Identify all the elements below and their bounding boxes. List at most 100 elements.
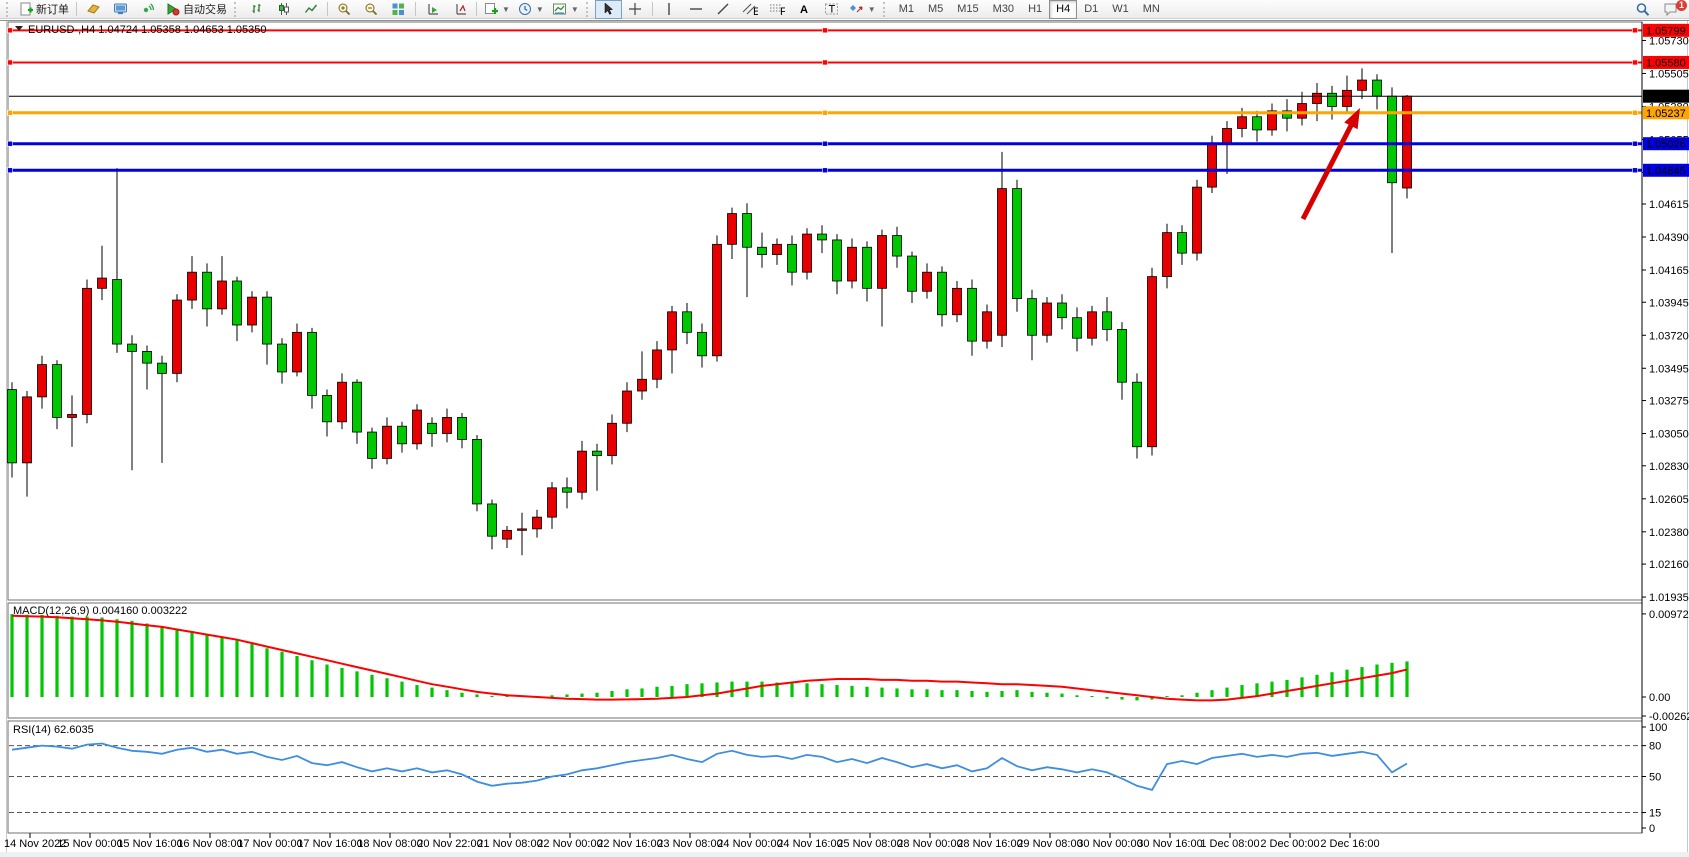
trend-arrow-annotation[interactable] <box>1300 108 1360 221</box>
svg-text:EURUSD-,H4 1.04724 1.05358 1.: EURUSD-,H4 1.04724 1.05358 1.04653 1.053… <box>28 24 267 36</box>
history-button[interactable] <box>80 0 107 19</box>
svg-text:1.02380: 1.02380 <box>1649 527 1689 539</box>
text-label-button[interactable]: T <box>818 0 845 19</box>
dropdown-caret-icon: ▼ <box>502 4 510 14</box>
add-indicator-button[interactable]: ▼ <box>480 0 514 19</box>
line-chart-button[interactable] <box>297 0 324 19</box>
panel-frames <box>7 21 1643 834</box>
zoom-in-button[interactable] <box>331 0 358 19</box>
timeframe-button-M1[interactable]: M1 <box>898 3 914 15</box>
price-badge-1.05580 <box>1643 55 1689 69</box>
rsi-line <box>11 742 1408 791</box>
svg-text:1.05799: 1.05799 <box>1646 25 1686 37</box>
svg-text:RSI(14) 62.6035: RSI(14) 62.6035 <box>13 724 94 736</box>
svg-text:100: 100 <box>1649 722 1667 734</box>
shapes-button[interactable]: ▼ <box>845 0 880 19</box>
crosshair-button[interactable] <box>622 0 649 19</box>
toolbar-grip <box>882 1 889 17</box>
svg-text:17 Nov 00:00: 17 Nov 00:00 <box>237 838 302 850</box>
svg-text:0.00: 0.00 <box>1649 692 1670 704</box>
price-badge-1.05026 <box>1643 137 1689 151</box>
period-clock-button[interactable]: ▼ <box>514 0 548 19</box>
arrange-cascade-button[interactable] <box>446 0 473 19</box>
price-lines-layer[interactable] <box>7 27 1643 174</box>
svg-text:21 Nov 08:00: 21 Nov 08:00 <box>477 838 542 850</box>
bar-chart-button[interactable] <box>243 0 270 19</box>
svg-text:20 Nov 22:00: 20 Nov 22:00 <box>417 838 482 850</box>
crosshair-icon <box>628 2 642 16</box>
candlestick-chart-button[interactable] <box>270 0 297 19</box>
svg-text:25 Nov 08:00: 25 Nov 08:00 <box>837 838 902 850</box>
text-button[interactable]: A <box>791 0 818 19</box>
svg-text:50: 50 <box>1649 772 1661 784</box>
timeframe-button-MN[interactable]: MN <box>1142 3 1160 15</box>
tile-windows-button[interactable] <box>385 0 412 19</box>
svg-text:18 Nov 08:00: 18 Nov 08:00 <box>357 838 422 850</box>
timeframe-button-H4[interactable]: H4 <box>1049 0 1078 19</box>
svg-text:1.05580: 1.05580 <box>1646 57 1686 69</box>
chat-button[interactable]: 1 <box>1656 0 1687 19</box>
svg-text:30 Nov 00:00: 30 Nov 00:00 <box>1077 838 1142 850</box>
timeframe-button-D1[interactable]: D1 <box>1084 3 1099 15</box>
svg-text:MACD(12,26,9) 0.004160 0.00322: MACD(12,26,9) 0.004160 0.003222 <box>13 605 187 617</box>
search-icon <box>1635 2 1650 17</box>
template-button[interactable]: ▼ <box>548 0 583 19</box>
price-badge-1.05350 <box>1643 89 1689 103</box>
svg-text:1.04390: 1.04390 <box>1649 232 1689 244</box>
zoom-in-icon <box>337 2 352 16</box>
auto-trading-button[interactable]: 自动交易 <box>161 0 231 19</box>
terminal-button[interactable] <box>107 0 134 19</box>
tile-windows-icon <box>391 2 406 16</box>
price-axis[interactable]: 1.057301.055051.052801.050551.048301.046… <box>1641 22 1689 833</box>
svg-text:80: 80 <box>1649 741 1661 753</box>
equidistant-channel-button[interactable]: E <box>737 0 764 19</box>
timeframe-button-M5[interactable]: M5 <box>927 3 944 15</box>
timeframe-button-H1[interactable]: H1 <box>1028 3 1043 15</box>
svg-text:E: E <box>753 6 758 16</box>
signal-button[interactable] <box>134 0 161 19</box>
new-order-icon <box>19 2 33 16</box>
svg-text:1.04165: 1.04165 <box>1649 265 1689 277</box>
terminal-icon <box>113 2 128 16</box>
arrange-charts-button[interactable] <box>419 0 446 19</box>
search-button[interactable] <box>1629 0 1656 19</box>
timeframe-button-M15[interactable]: M15 <box>957 3 979 15</box>
toolbar-separator <box>651 2 653 16</box>
horizontal-line-button[interactable] <box>683 0 710 19</box>
new-order-button[interactable]: 新订单 <box>15 0 73 19</box>
auto-trading-label: 自动交易 <box>183 4 227 16</box>
rsi-panel: RSI(14) 62.6035 100 80 50 15 0 <box>9 722 1667 835</box>
svg-text:16 Nov 08:00: 16 Nov 08:00 <box>177 838 242 850</box>
timeframe-button-W1[interactable]: W1 <box>1112 3 1129 15</box>
svg-text:1.03720: 1.03720 <box>1649 330 1689 342</box>
vertical-line-button[interactable] <box>656 0 683 19</box>
dropdown-caret-icon: ▼ <box>570 4 579 14</box>
price-badge-1.04845 <box>1643 163 1689 177</box>
trendline-button[interactable] <box>710 0 737 19</box>
toolbar-separator <box>327 2 328 16</box>
text-label-icon: T <box>824 2 839 16</box>
toolbar-separator <box>76 2 77 16</box>
timeframe-button-M30[interactable]: M30 <box>992 3 1015 15</box>
svg-text:24 Nov 16:00: 24 Nov 16:00 <box>777 838 842 850</box>
history-gold-icon <box>86 2 101 16</box>
svg-text:0: 0 <box>1649 823 1655 835</box>
zoom-out-button[interactable] <box>358 0 385 19</box>
svg-text:17 Nov 16:00: 17 Nov 16:00 <box>297 838 362 850</box>
arrange-cascade-icon <box>453 2 467 16</box>
dropdown-caret-icon: ▼ <box>535 4 544 14</box>
svg-text:23 Nov 08:00: 23 Nov 08:00 <box>657 838 722 850</box>
svg-text:0.00972: 0.00972 <box>1649 609 1689 621</box>
fibonacci-button[interactable]: F <box>764 0 791 19</box>
svg-text:1.05730: 1.05730 <box>1649 35 1689 47</box>
svg-text:1.05505: 1.05505 <box>1649 68 1689 80</box>
toolbar-separator <box>476 2 477 16</box>
auto-trading-icon <box>165 2 180 16</box>
cursor-button[interactable] <box>594 0 622 19</box>
shapes-icon <box>849 2 864 16</box>
svg-text:1.04615: 1.04615 <box>1649 199 1689 211</box>
signal-icon <box>140 2 155 16</box>
